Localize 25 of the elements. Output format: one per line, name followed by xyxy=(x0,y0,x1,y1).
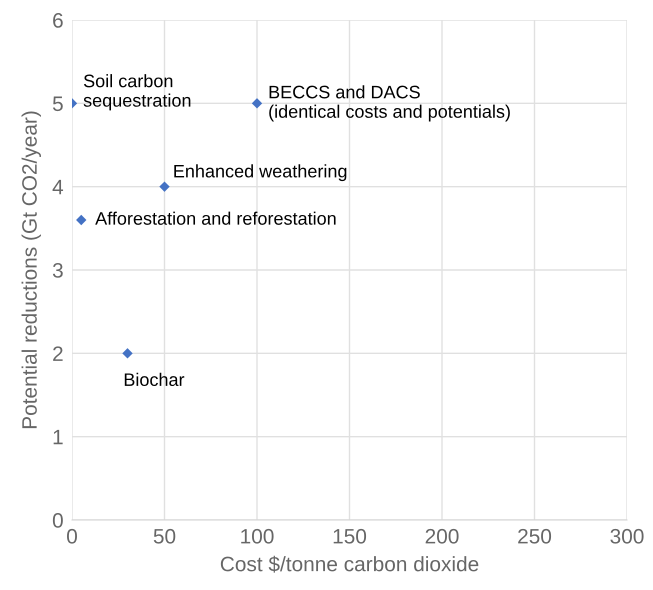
x-tick-label: 300 xyxy=(610,528,644,544)
x-axis-title: Cost $/tonne carbon dioxide xyxy=(220,556,478,573)
annotation: BECCS and DACS (identical costs and potentials) xyxy=(269,85,510,122)
x-tick-label: 0 xyxy=(67,528,77,544)
x-tick-label: 200 xyxy=(426,528,459,544)
y-tick-label: 4 xyxy=(52,180,64,194)
point xyxy=(76,214,86,226)
y-tick-label: 0 xyxy=(52,513,63,528)
y-axis-title: Potential reductions (Gt CO2/year) xyxy=(22,111,41,428)
annotation: Biochar xyxy=(124,372,184,386)
annotation: Enhanced weathering xyxy=(174,164,346,182)
point xyxy=(252,98,262,109)
point xyxy=(159,181,170,192)
x-tick-label: 250 xyxy=(518,528,552,544)
y-tick-label: 2 xyxy=(53,346,63,361)
y-tick-label: 5 xyxy=(52,96,63,112)
point xyxy=(122,348,133,359)
x-tick-label: 150 xyxy=(334,528,366,544)
y-tick-label: 1 xyxy=(54,430,63,444)
x-tick-label: 100 xyxy=(241,528,274,544)
annotation: Soil carbon sequestration xyxy=(84,74,190,110)
x-tick-label: 50 xyxy=(154,528,176,544)
annotation: Afforestation and reforestation xyxy=(95,212,336,225)
y-tick-label: 3 xyxy=(52,263,63,278)
y-tick-label: 6 xyxy=(53,13,63,28)
